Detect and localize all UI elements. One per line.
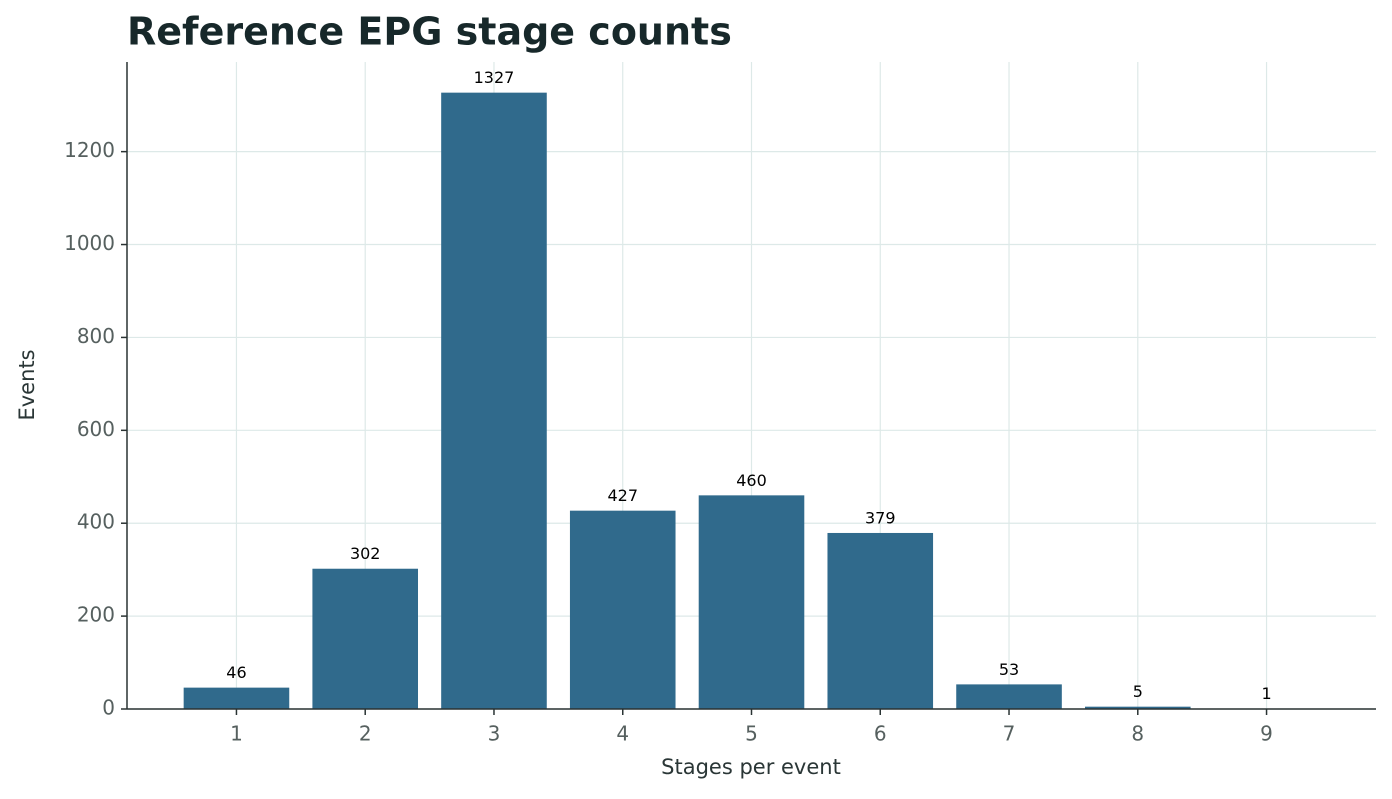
x-tick-label: 2	[359, 722, 372, 746]
value-label: 302	[350, 544, 381, 563]
bar	[827, 532, 934, 709]
y-axis-label: Events	[15, 349, 39, 420]
x-axis-label: Stages per event	[661, 755, 841, 779]
x-tick-label: 7	[1003, 722, 1016, 746]
value-label: 460	[736, 471, 767, 490]
x-tick-label: 8	[1131, 722, 1144, 746]
value-label: 46	[226, 663, 246, 682]
y-tick-label: 0	[102, 696, 115, 720]
bar	[1084, 706, 1191, 709]
x-tick-label: 1	[230, 722, 243, 746]
value-label: 379	[865, 508, 896, 527]
y-tick-label: 800	[77, 324, 115, 348]
x-tick-label: 9	[1260, 722, 1273, 746]
bar	[312, 568, 419, 709]
x-tick-label: 5	[745, 722, 758, 746]
y-tick-label: 400	[77, 510, 115, 534]
y-tick-label: 1200	[64, 138, 115, 162]
y-tick-label: 1000	[64, 231, 115, 255]
chart-title: Reference EPG stage counts	[127, 10, 732, 54]
value-label: 5	[1133, 682, 1143, 701]
x-tick-label: 3	[488, 722, 501, 746]
value-label: 1	[1261, 684, 1271, 703]
bar	[183, 687, 290, 709]
value-label: 1327	[474, 68, 515, 87]
x-tick-label: 6	[874, 722, 887, 746]
x-tick-label: 4	[616, 722, 629, 746]
bar	[441, 92, 547, 709]
y-tick-label: 600	[77, 417, 115, 441]
bar	[956, 684, 1062, 709]
bar	[569, 510, 676, 709]
bar	[698, 495, 805, 709]
grid	[127, 62, 1376, 710]
value-label: 427	[607, 486, 638, 505]
value-label: 53	[999, 660, 1019, 679]
y-tick-label: 200	[77, 603, 115, 627]
bars	[183, 92, 1320, 709]
